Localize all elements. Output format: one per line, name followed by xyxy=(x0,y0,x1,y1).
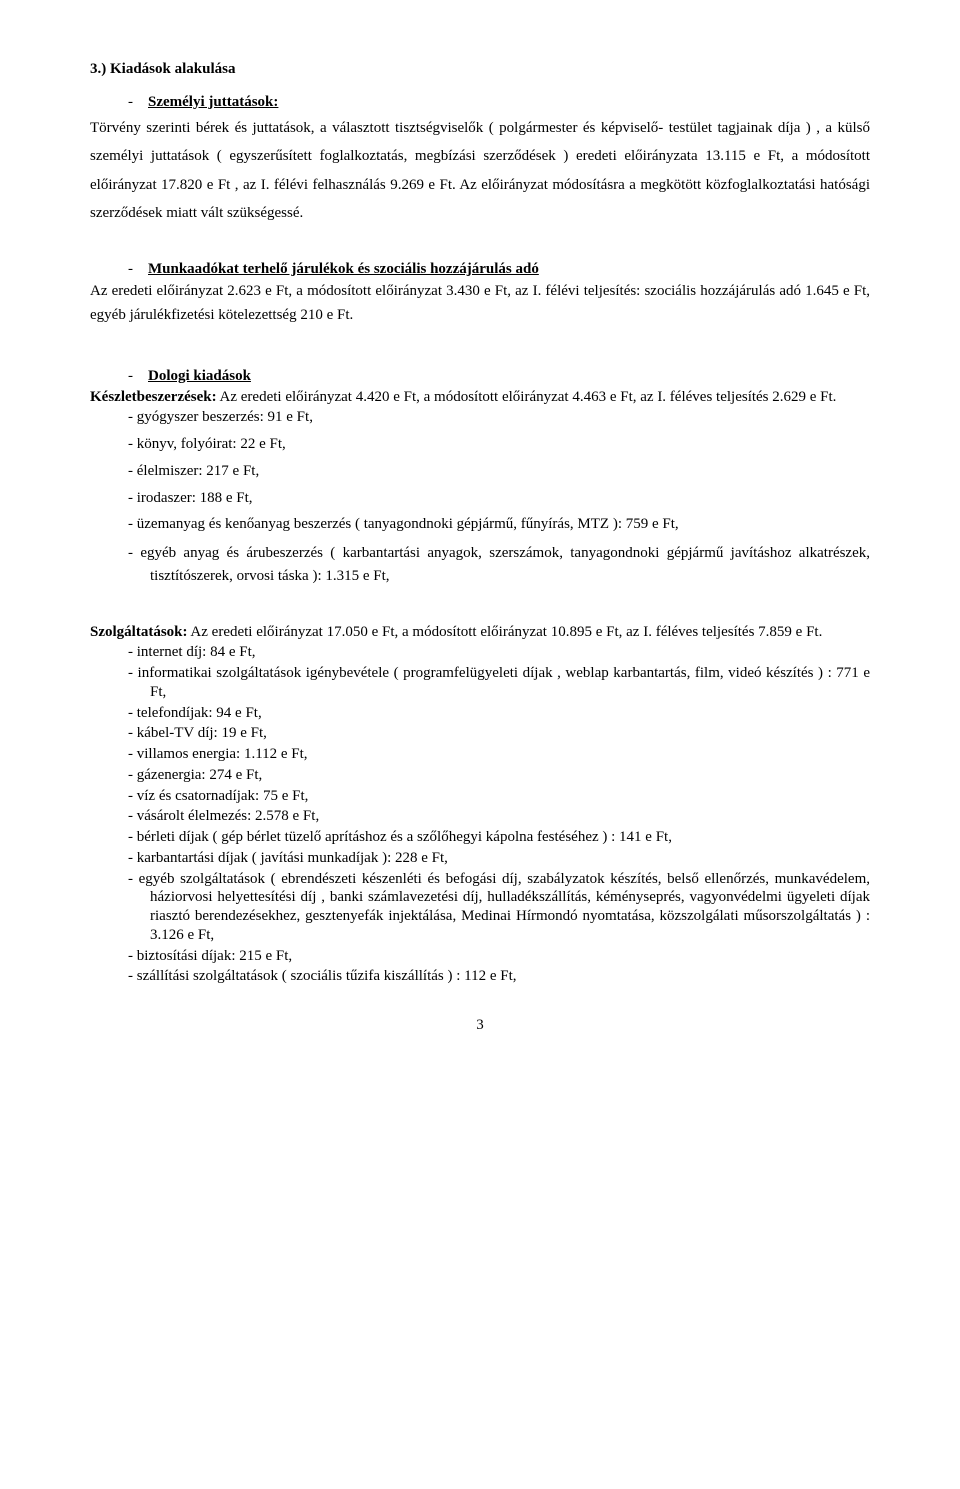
list-item: - biztosítási díjak: 215 e Ft, xyxy=(90,947,870,966)
dash: - xyxy=(128,409,137,425)
list-item-text: víz és csatornadíjak: 75 e Ft, xyxy=(137,788,309,804)
dash: - xyxy=(128,788,137,804)
list-item-text: szállítási szolgáltatások ( szociális tű… xyxy=(137,968,517,984)
dash: - xyxy=(128,516,137,532)
list-item: - irodaszer: 188 e Ft, xyxy=(90,489,870,508)
list-item: - karbantartási díjak ( javítási munkadí… xyxy=(90,849,870,868)
dash: - xyxy=(128,644,137,660)
dash: - xyxy=(128,746,137,762)
szolgaltatasok-intro: Szolgáltatások: Az eredeti előirányzat 1… xyxy=(90,623,870,642)
list-item: - gázenergia: 274 e Ft, xyxy=(90,766,870,785)
list-item: - könyv, folyóirat: 22 e Ft, xyxy=(90,435,870,454)
dash: - xyxy=(128,545,140,561)
list-item-text: könyv, folyóirat: 22 e Ft, xyxy=(137,436,286,452)
list-item: - telefondíjak: 94 e Ft, xyxy=(90,704,870,723)
page-number: 3 xyxy=(90,1016,870,1035)
list-item-text: egyéb szolgáltatások ( ebrendészeti kész… xyxy=(139,871,870,943)
list-item-text: egyéb anyag és árubeszerzés ( karbantart… xyxy=(140,545,870,584)
list-item: - villamos energia: 1.112 e Ft, xyxy=(90,745,870,764)
dash: - xyxy=(128,490,137,506)
list-item: - egyéb anyag és árubeszerzés ( karbanta… xyxy=(90,542,870,589)
dash: - xyxy=(128,850,137,866)
dash: - xyxy=(128,968,137,984)
dash: - xyxy=(128,368,133,384)
list-item-text: élelmiszer: 217 e Ft, xyxy=(137,463,259,479)
dash: - xyxy=(128,463,137,479)
list-item-text: üzemanyag és kenőanyag beszerzés ( tanya… xyxy=(137,516,679,532)
szolgaltatasok-list: - internet díj: 84 e Ft,- informatikai s… xyxy=(90,643,870,986)
list-item: - üzemanyag és kenőanyag beszerzés ( tan… xyxy=(90,515,870,534)
keszletbeszerzesek-label: Készletbeszerzések: xyxy=(90,389,217,405)
dash: - xyxy=(128,705,137,721)
keszletbeszerzesek-text: Az eredeti előirányzat 4.420 e Ft, a mód… xyxy=(217,389,837,405)
keszletbeszerzesek-list: - gyógyszer beszerzés: 91 e Ft,- könyv, … xyxy=(90,408,870,588)
szolgaltatasok-label: Szolgáltatások: xyxy=(90,624,188,640)
list-item: - egyéb szolgáltatások ( ebrendészeti ké… xyxy=(90,870,870,945)
dash: - xyxy=(128,829,137,845)
dash: - xyxy=(128,725,137,741)
section-szemelyi-label: Személyi juttatások: xyxy=(148,94,278,110)
list-item-text: telefondíjak: 94 e Ft, xyxy=(137,705,262,721)
dash: - xyxy=(128,665,138,681)
section-dologi-label: Dologi kiadások xyxy=(148,368,251,384)
list-item-text: vásárolt élelmezés: 2.578 e Ft, xyxy=(137,808,319,824)
list-item: - gyógyszer beszerzés: 91 e Ft, xyxy=(90,408,870,427)
list-item: - víz és csatornadíjak: 75 e Ft, xyxy=(90,787,870,806)
section-szemelyi-title: - Személyi juttatások: xyxy=(90,93,870,112)
dash: - xyxy=(128,261,133,277)
dash: - xyxy=(128,436,137,452)
list-item: - internet díj: 84 e Ft, xyxy=(90,643,870,662)
section-dologi-title: - Dologi kiadások xyxy=(90,367,870,386)
section-munkaadokat-title: - Munkaadókat terhelő járulékok és szoci… xyxy=(90,260,870,279)
section-szemelyi-body: Törvény szerinti bérek és juttatások, a … xyxy=(90,114,870,228)
szolgaltatasok-text: Az eredeti előirányzat 17.050 e Ft, a mó… xyxy=(188,624,823,640)
list-item: - kábel-TV díj: 19 e Ft, xyxy=(90,724,870,743)
list-item-text: karbantartási díjak ( javítási munkadíja… xyxy=(137,850,448,866)
dash: - xyxy=(128,948,137,964)
dash: - xyxy=(128,94,133,110)
list-item-text: irodaszer: 188 e Ft, xyxy=(137,490,253,506)
list-item: - élelmiszer: 217 e Ft, xyxy=(90,462,870,481)
list-item-text: gázenergia: 274 e Ft, xyxy=(137,767,263,783)
dash: - xyxy=(128,871,139,887)
list-item: - szállítási szolgáltatások ( szociális … xyxy=(90,967,870,986)
list-item-text: bérleti díjak ( gép bérlet tüzelő aprítá… xyxy=(137,829,672,845)
list-item-text: kábel-TV díj: 19 e Ft, xyxy=(137,725,267,741)
list-item-text: biztosítási díjak: 215 e Ft, xyxy=(137,948,292,964)
list-item: - informatikai szolgáltatások igénybevét… xyxy=(90,664,870,702)
keszletbeszerzesek-intro: Készletbeszerzések: Az eredeti előirányz… xyxy=(90,388,870,407)
list-item-text: internet díj: 84 e Ft, xyxy=(137,644,256,660)
section-munkaadokat-label: Munkaadókat terhelő járulékok és szociál… xyxy=(148,261,539,277)
dash: - xyxy=(128,808,137,824)
list-item-text: villamos energia: 1.112 e Ft, xyxy=(137,746,308,762)
list-item: - vásárolt élelmezés: 2.578 e Ft, xyxy=(90,807,870,826)
dash: - xyxy=(128,767,137,783)
list-item-text: gyógyszer beszerzés: 91 e Ft, xyxy=(137,409,313,425)
list-item-text: informatikai szolgáltatások igénybevétel… xyxy=(138,665,870,700)
list-item: - bérleti díjak ( gép bérlet tüzelő aprí… xyxy=(90,828,870,847)
section-munkaadokat-body: Az eredeti előirányzat 2.623 e Ft, a mód… xyxy=(90,280,870,327)
heading-kiadasok: 3.) Kiadások alakulása xyxy=(90,60,870,79)
